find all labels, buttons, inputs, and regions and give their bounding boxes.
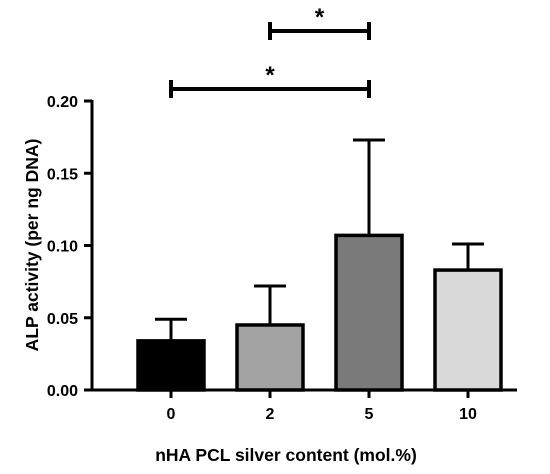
- bar-5: [334, 233, 404, 392]
- significance-star: *: [265, 62, 275, 89]
- bar-2: [235, 323, 305, 392]
- y-axis-title: ALP activity (per ng DNA): [22, 139, 42, 352]
- y-tick-label: 0.15: [47, 166, 78, 183]
- y-tick-label: 0.20: [47, 94, 78, 111]
- axes-layer: 0.00 0.05 0.10 0.15 0.20 0 2 5 10: [47, 94, 517, 423]
- y-tick-label: 0.05: [47, 311, 78, 328]
- x-tick-label: 10: [459, 406, 477, 423]
- significance-star: *: [315, 4, 325, 31]
- x-axis-title: nHA PCL silver content (mol.%): [155, 445, 417, 465]
- bar-10: [433, 268, 503, 392]
- significance-layer: **: [169, 4, 371, 98]
- x-tick-label: 2: [266, 406, 275, 423]
- bars-layer: [136, 138, 503, 392]
- y-tick-label: 0.00: [47, 383, 78, 400]
- x-tick-label: 0: [167, 406, 176, 423]
- x-tick-label: 5: [365, 406, 374, 423]
- bar-0: [136, 339, 206, 392]
- y-tick-label: 0.10: [47, 239, 78, 256]
